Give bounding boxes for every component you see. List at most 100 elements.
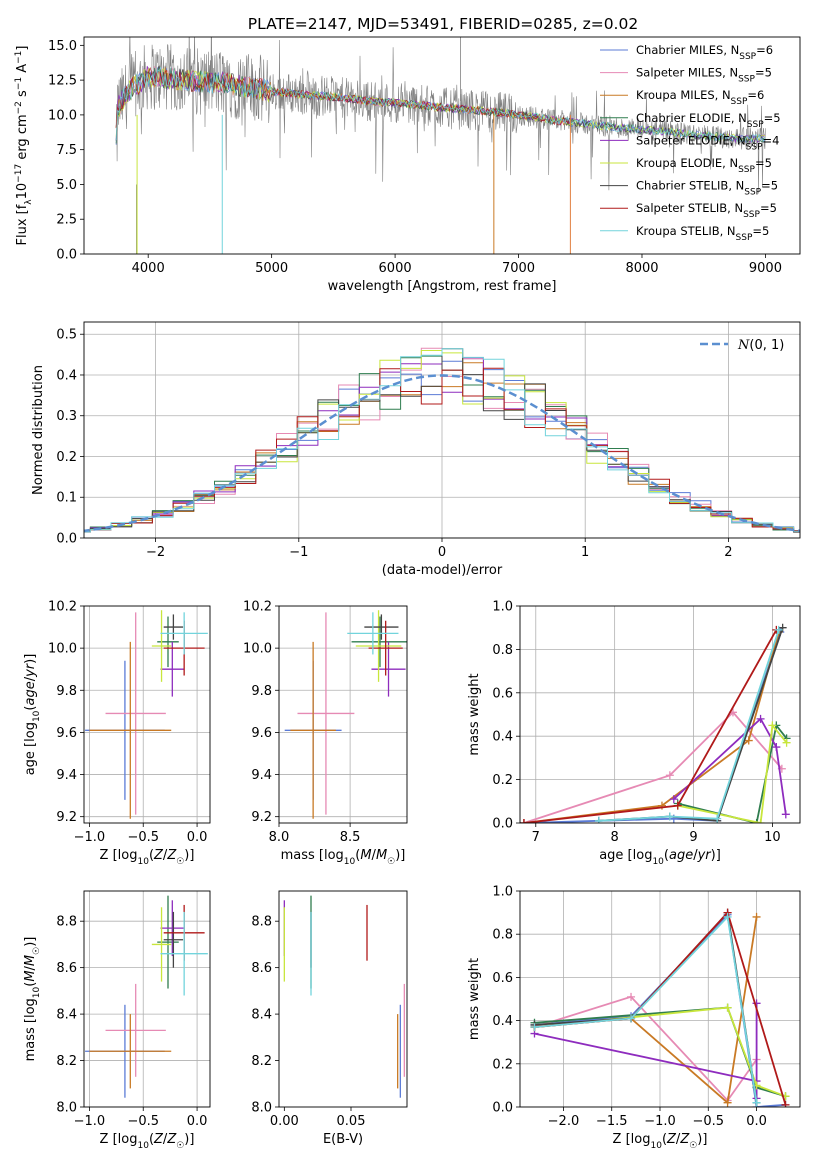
weight-line <box>534 914 758 1103</box>
y-axis-label: Normed distribution <box>31 365 46 495</box>
x-axis-label: Z [log10(Z/Z☉)] <box>100 848 195 867</box>
y-axis-label: mass weight <box>467 958 482 1040</box>
y-tick-label: 0.6 <box>492 686 513 701</box>
plot-area <box>84 891 210 1107</box>
x-tick-label: −1.5 <box>596 1114 628 1129</box>
chart-residuals: −2 −1 0 1 2 0.0 0.1 0.2 0.3 0.4 0.5 (data-model)/er… <box>31 321 801 578</box>
chart-weight-vs-Z: −2.0 −1.5 −1.0 −0.5 0.0 0.0 0.2 0.4 0.6 0.8 1.0 Z [… <box>467 885 801 1151</box>
x-tick-label: 7000 <box>502 261 535 276</box>
x-axis-label: Z [log10(Z/Z☉)] <box>100 1132 195 1151</box>
legend-label: Kroupa MILES, NSSP=6 <box>636 88 764 107</box>
y-tick-label: 10.0 <box>48 642 77 657</box>
weight-marker <box>520 819 528 823</box>
y-tick-label: 9.4 <box>251 768 272 783</box>
y-tick-label: 1.0 <box>492 885 513 900</box>
legend-label: Chabrier MILES, NSSP=6 <box>636 43 773 62</box>
y-tick-label: 0.5 <box>56 328 77 343</box>
normal-curve <box>84 374 800 533</box>
y-tick-label: 0.2 <box>56 450 77 465</box>
x-tick-label: 0.05 <box>337 1114 366 1129</box>
weight-marker <box>627 992 636 1001</box>
x-tick-label: 0.0 <box>187 830 208 845</box>
y-axis-label: mass weight <box>467 673 482 755</box>
axes-frame <box>83 36 801 255</box>
weight-marker <box>768 721 777 730</box>
x-axis-label: age [log10(age/yr)] <box>599 848 721 867</box>
y-tick-label: 0.4 <box>492 730 513 745</box>
y-tick-label: 9.8 <box>56 684 77 699</box>
weight-line <box>523 710 783 823</box>
y-tick-label: 2.5 <box>56 213 77 228</box>
x-tick-label: 4000 <box>132 261 165 276</box>
y-tick-label: 8.6 <box>56 961 77 976</box>
x-tick-label: 1 <box>581 545 589 560</box>
y-tick-label: 8.0 <box>251 1101 272 1116</box>
x-tick-label: 9000 <box>749 261 782 276</box>
x-tick-label: −2.0 <box>548 1114 580 1129</box>
x-axis-label: Z [log10(Z/Z☉)] <box>613 1132 708 1151</box>
weight-marker <box>756 819 765 823</box>
chart-spectrum: 4000 5000 6000 7000 8000 9000 0.0 2.5 5.0 7.5 10.0… <box>14 36 801 294</box>
x-tick-label: −0.5 <box>692 1114 724 1129</box>
y-tick-label: 0.3 <box>56 409 77 424</box>
weight-marker <box>723 1003 732 1012</box>
legend-label: Kroupa ELODIE, NSSP=5 <box>636 156 772 175</box>
legend-label: Salpeter STELIB, NSSP=5 <box>636 201 777 220</box>
weight-line <box>673 717 787 815</box>
x-tick-label: 0.00 <box>270 1114 299 1129</box>
chart-weight-vs-age: 7 8 9 10 0.0 0.2 0.4 0.6 0.8 1.0 age [log10(age/yr… <box>467 600 801 867</box>
figure-title: PLATE=2147, MJD=53491, FIBERID=0285, z=0… <box>248 15 638 33</box>
legend-label: Chabrier ELODIE, NSSP=5 <box>636 111 781 130</box>
x-tick-label: −1.0 <box>74 830 106 845</box>
weight-marker <box>752 819 761 823</box>
weight-marker <box>713 814 722 823</box>
y-tick-label: 12.5 <box>48 74 77 89</box>
y-tick-label: 9.6 <box>56 726 77 741</box>
y-tick-label: 8.6 <box>251 961 272 976</box>
y-tick-label: 10.0 <box>48 108 77 123</box>
y-tick-label: 8.2 <box>56 1054 77 1069</box>
y-tick-label: 9.8 <box>251 684 272 699</box>
x-axis-label: (data-model)/error <box>382 563 503 578</box>
weight-marker <box>657 801 666 810</box>
y-tick-label: 0.8 <box>492 643 513 658</box>
weight-line <box>523 631 780 823</box>
y-axis-label: mass [log10(M/M☉)] <box>23 937 42 1062</box>
weight-marker <box>723 1098 732 1107</box>
y-tick-label: 7.5 <box>56 143 77 158</box>
x-tick-label: 8.5 <box>340 830 361 845</box>
x-axis-label: E(B-V) <box>323 1132 363 1147</box>
y-tick-label: 0.4 <box>56 368 77 383</box>
weight-marker <box>782 738 791 747</box>
chart-age-vs-mass: 8.0 8.5 9.2 9.4 9.6 9.8 10.0 10.2 mass [log10(M/… <box>243 600 408 867</box>
legend-label: Chabrier STELIB, NSSP=5 <box>636 179 778 198</box>
y-tick-label: 15.0 <box>48 39 77 54</box>
plot-area <box>283 895 405 1098</box>
x-tick-label: 8 <box>611 830 619 845</box>
weight-line <box>534 1003 758 1099</box>
axes-frame <box>519 890 801 1108</box>
weight-marker <box>594 816 603 823</box>
axes-frame <box>83 321 801 539</box>
weight-marker <box>774 625 783 634</box>
x-tick-label: −0.5 <box>127 1114 159 1129</box>
x-tick-label: 0 <box>438 545 446 560</box>
axes-frame <box>519 605 801 824</box>
y-tick-label: 8.8 <box>251 915 272 930</box>
y-tick-label: 0.0 <box>492 817 513 832</box>
y-tick-label: 10.2 <box>48 600 77 615</box>
y-tick-label: 10.2 <box>243 600 272 615</box>
chart-mass-vs-ebv: 0.00 0.05 8.0 8.2 8.4 8.6 8.8 E(B-V) <box>251 890 408 1147</box>
weight-line <box>523 631 782 823</box>
residual-histogram <box>84 348 800 533</box>
y-tick-label: 0.0 <box>56 532 77 547</box>
weight-marker <box>669 795 678 804</box>
x-tick-label: −0.5 <box>127 830 159 845</box>
weight-line <box>534 995 758 1102</box>
x-tick-label: 7 <box>532 830 540 845</box>
x-tick-label: 8.0 <box>269 830 290 845</box>
x-tick-label: −1.0 <box>644 1114 676 1129</box>
plot-area <box>279 606 407 823</box>
y-tick-label: 8.4 <box>56 1008 77 1023</box>
